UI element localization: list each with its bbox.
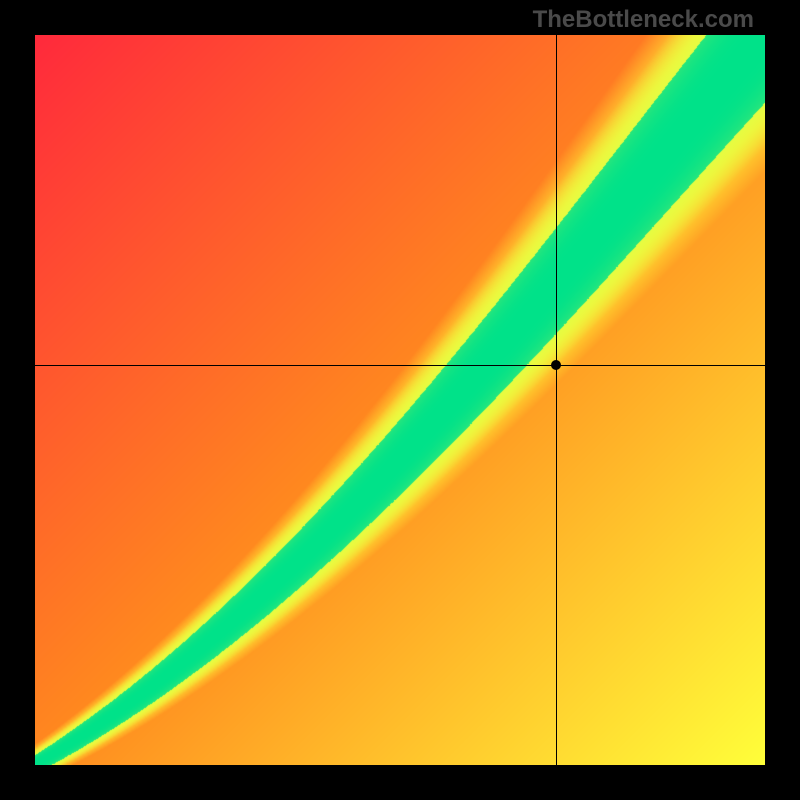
crosshair-intersection-dot [551, 360, 561, 370]
heatmap-canvas [35, 35, 765, 765]
crosshair-horizontal [35, 365, 765, 366]
chart-container: { "watermark": "TheBottleneck.com", "wat… [0, 0, 800, 800]
watermark-label: TheBottleneck.com [533, 6, 754, 34]
crosshair-vertical [556, 35, 557, 765]
heatmap-plot [35, 35, 765, 765]
